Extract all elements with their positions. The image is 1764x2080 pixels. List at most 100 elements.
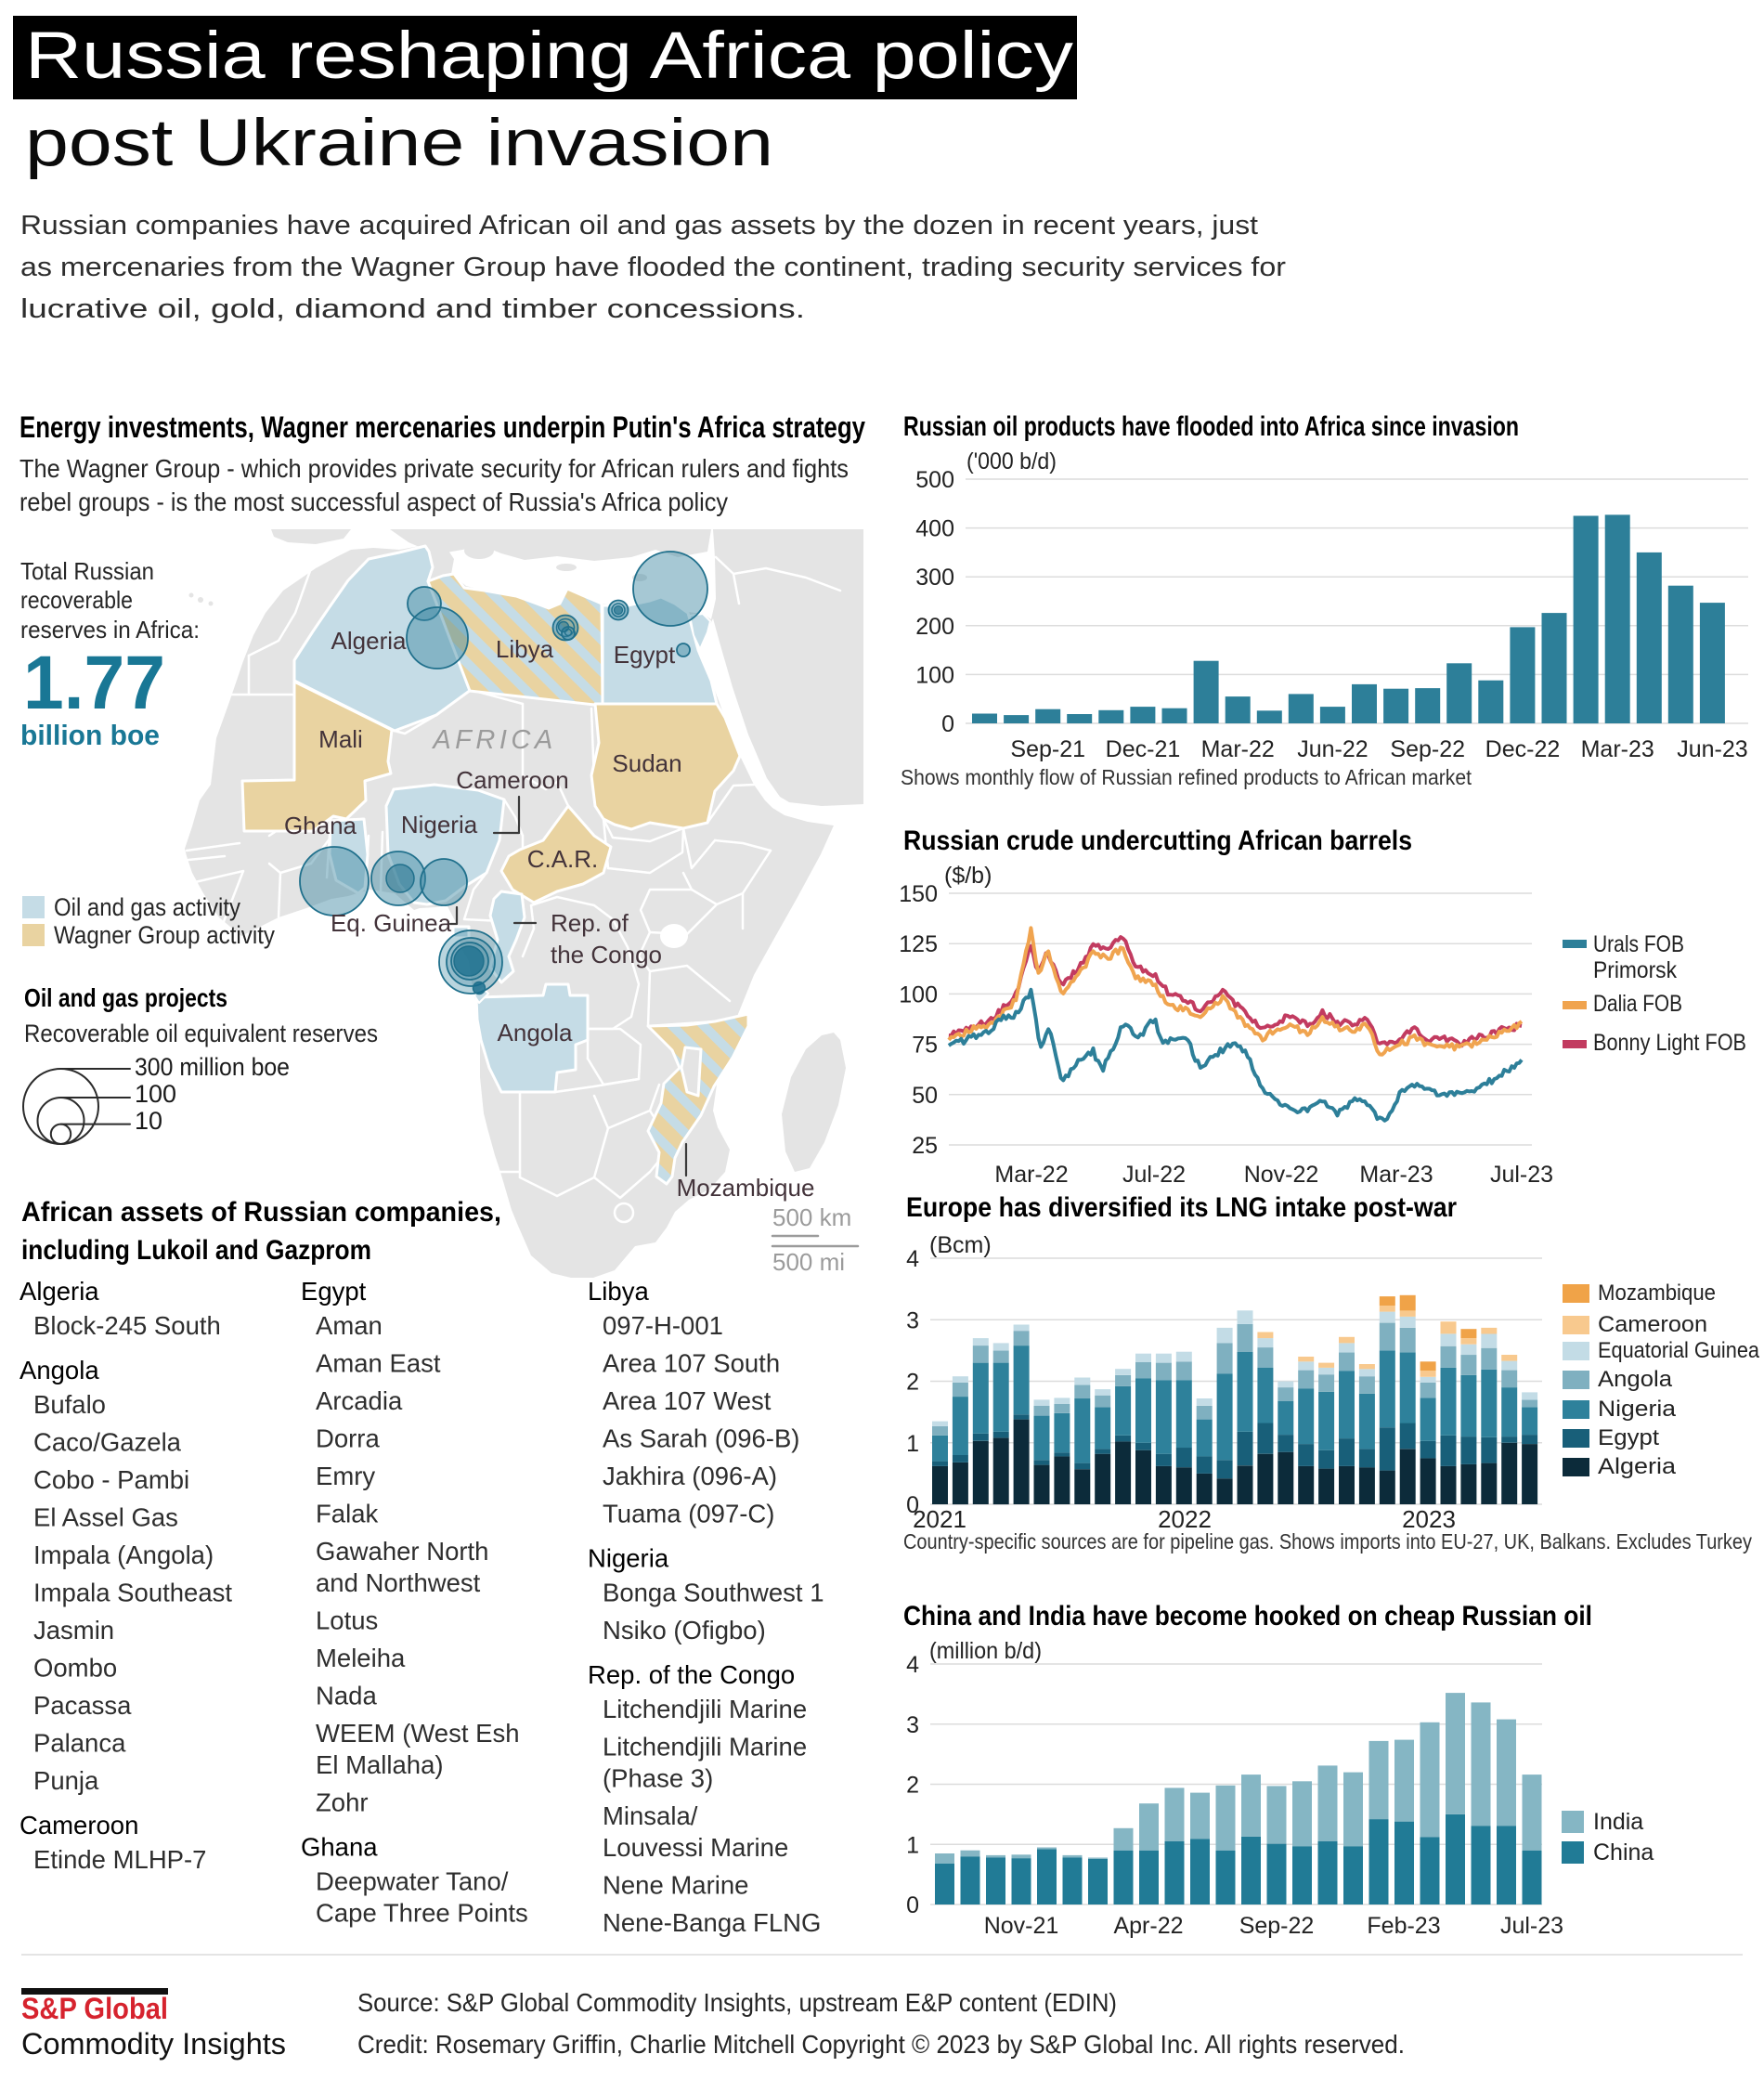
svg-text:300 million boe: 300 million boe: [135, 1053, 290, 1081]
svg-text:Zohr: Zohr: [316, 1788, 369, 1817]
svg-text:Nov-21: Nov-21: [984, 1913, 1059, 1939]
svg-text:('000 b/d): ('000 b/d): [966, 448, 1057, 474]
svg-text:El Mallaha): El Mallaha): [316, 1750, 444, 1779]
svg-text:Aman East: Aman East: [316, 1349, 441, 1378]
svg-text:Jul-22: Jul-22: [1122, 1162, 1186, 1188]
svg-text:Nigeria: Nigeria: [1598, 1397, 1676, 1422]
svg-text:2: 2: [906, 1370, 919, 1396]
svg-text:Minsala/: Minsala/: [603, 1801, 698, 1830]
svg-text:WEEM (West Esh: WEEM (West Esh: [316, 1719, 520, 1748]
svg-text:4: 4: [906, 1652, 919, 1678]
svg-text:Oil and gas activity: Oil and gas activity: [54, 893, 241, 921]
svg-text:Litchendjili Marine: Litchendjili Marine: [603, 1695, 807, 1723]
svg-text:0: 0: [941, 711, 954, 737]
svg-text:Sep-22: Sep-22: [1390, 736, 1465, 762]
svg-text:0: 0: [906, 1492, 919, 1518]
svg-text:Russian companies have acquire: Russian companies have acquired African …: [20, 211, 1258, 240]
svg-text:The Wagner Group - which provi: The Wagner Group - which provides privat…: [19, 454, 849, 483]
svg-text:100: 100: [135, 1080, 176, 1108]
svg-text:Nsiko (Ofigbo): Nsiko (Ofigbo): [603, 1616, 766, 1644]
svg-text:Algeria: Algeria: [331, 627, 407, 655]
svg-text:Tuama (097-C): Tuama (097-C): [603, 1500, 774, 1528]
svg-text:Recoverable oil equivalent res: Recoverable oil equivalent reserves: [24, 1020, 378, 1047]
svg-text:Area 107 South: Area 107 South: [603, 1349, 780, 1378]
svg-text:billion boe: billion boe: [20, 719, 160, 751]
svg-text:Oombo: Oombo: [33, 1654, 117, 1683]
svg-text:(Bcm): (Bcm): [929, 1232, 992, 1258]
svg-text:S&P Global: S&P Global: [21, 1992, 168, 2025]
svg-text:Jul-23: Jul-23: [1490, 1162, 1553, 1188]
svg-text:75: 75: [912, 1033, 938, 1059]
svg-text:2021: 2021: [913, 1505, 966, 1533]
svg-text:Litchendjili Marine: Litchendjili Marine: [603, 1733, 807, 1762]
svg-text:Wagner Group activity: Wagner Group activity: [54, 921, 276, 949]
svg-text:Ghana: Ghana: [301, 1833, 378, 1862]
svg-text:the Congo: the Congo: [551, 941, 662, 968]
svg-text:Palanca: Palanca: [33, 1729, 126, 1758]
svg-text:Sep-21: Sep-21: [1010, 736, 1085, 762]
svg-text:Mozambique: Mozambique: [677, 1174, 815, 1202]
svg-text:200: 200: [915, 614, 954, 640]
svg-text:Commodity Insights: Commodity Insights: [21, 2027, 286, 2060]
svg-text:El Assel Gas: El Assel Gas: [33, 1503, 178, 1532]
svg-text:Impala Southeast: Impala Southeast: [33, 1579, 232, 1607]
svg-text:Russia reshaping Africa policy: Russia reshaping Africa policy: [25, 20, 1074, 93]
svg-text:Arcadia: Arcadia: [316, 1386, 403, 1415]
svg-text:C.A.R.: C.A.R.: [527, 845, 599, 873]
svg-text:100: 100: [915, 662, 954, 688]
svg-text:Apr-22: Apr-22: [1113, 1913, 1183, 1939]
svg-text:Mar-22: Mar-22: [1201, 736, 1275, 762]
svg-text:Bonny Light FOB: Bonny Light FOB: [1593, 1030, 1746, 1056]
svg-text:Energy investments, Wagner mer: Energy investments, Wagner mercenaries u…: [19, 410, 865, 444]
svg-text:1: 1: [906, 1832, 919, 1858]
svg-text:Gawaher North: Gawaher North: [316, 1537, 488, 1566]
svg-text:Lotus: Lotus: [316, 1606, 378, 1635]
svg-text:Mar-23: Mar-23: [1359, 1162, 1433, 1188]
svg-text:Cameroon: Cameroon: [456, 766, 568, 794]
svg-text:Total Russian: Total Russian: [20, 557, 154, 585]
svg-text:Bonga Southwest 1: Bonga Southwest 1: [603, 1579, 824, 1607]
svg-text:Source: S&P Global Commodity I: Source: S&P Global Commodity Insights, u…: [357, 1988, 1117, 2017]
svg-text:Rep. of: Rep. of: [551, 909, 629, 937]
svg-text:AFRICA: AFRICA: [431, 725, 556, 755]
svg-text:Mali: Mali: [318, 725, 363, 753]
svg-text:Ghana: Ghana: [284, 812, 357, 839]
svg-text:150: 150: [899, 881, 938, 907]
svg-text:Cameroon: Cameroon: [1598, 1312, 1707, 1337]
svg-text:Egypt: Egypt: [301, 1277, 367, 1306]
svg-text:Nada: Nada: [316, 1682, 377, 1710]
svg-text:Etinde MLHP-7: Etinde MLHP-7: [33, 1845, 206, 1874]
svg-text:300: 300: [915, 565, 954, 591]
svg-text:India: India: [1593, 1809, 1643, 1835]
svg-text:3: 3: [906, 1712, 919, 1738]
svg-text:Impala (Angola): Impala (Angola): [33, 1540, 214, 1569]
svg-text:Nigeria: Nigeria: [401, 811, 478, 838]
svg-text:Credit: Rosemary Griffin, Char: Credit: Rosemary Griffin, Charlie Mitche…: [357, 2030, 1405, 2059]
svg-text:Angola: Angola: [19, 1356, 99, 1384]
svg-text:Meleiha: Meleiha: [316, 1644, 406, 1672]
svg-text:Angola: Angola: [498, 1019, 573, 1046]
svg-text:Pacassa: Pacassa: [33, 1691, 132, 1720]
svg-text:Aman: Aman: [316, 1311, 383, 1340]
svg-text:China: China: [1593, 1840, 1654, 1866]
svg-text:Mar-23: Mar-23: [1581, 736, 1654, 762]
svg-text:400: 400: [915, 516, 954, 542]
svg-text:Mozambique: Mozambique: [1598, 1280, 1716, 1306]
svg-text:Caco/Gazela: Caco/Gazela: [33, 1428, 182, 1457]
svg-text:Libya: Libya: [496, 635, 554, 663]
svg-text:Cobo - Pambi: Cobo - Pambi: [33, 1465, 189, 1494]
svg-text:Libya: Libya: [588, 1277, 649, 1306]
svg-text:recoverable: recoverable: [20, 586, 133, 614]
svg-text:1.77: 1.77: [23, 641, 165, 725]
svg-text:post Ukraine invasion: post Ukraine invasion: [25, 107, 773, 180]
svg-text:Russian oil products have floo: Russian oil products have flooded into A…: [903, 411, 1519, 442]
svg-text:China and India have become ho: China and India have become hooked on ch…: [903, 1601, 1592, 1632]
svg-text:50: 50: [912, 1083, 938, 1109]
svg-text:Algeria: Algeria: [19, 1277, 99, 1306]
svg-text:(million b/d): (million b/d): [929, 1638, 1042, 1664]
svg-text:Falak: Falak: [316, 1500, 378, 1528]
svg-text:Cape Three Points: Cape Three Points: [316, 1899, 528, 1928]
svg-text:including Lukoil and Gazprom: including Lukoil and Gazprom: [21, 1235, 371, 1266]
svg-text:Dec-21: Dec-21: [1106, 736, 1181, 762]
svg-text:Area 107 West: Area 107 West: [603, 1386, 772, 1415]
